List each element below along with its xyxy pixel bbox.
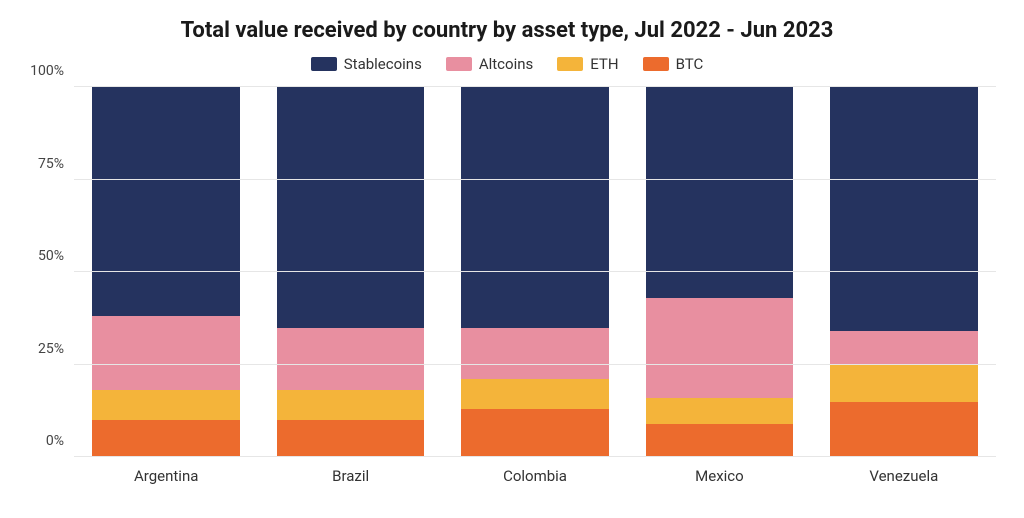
grid-line	[74, 271, 996, 272]
x-axis-label: Brazil	[258, 457, 442, 485]
x-axis-label: Venezuela	[812, 457, 996, 485]
bar-segment-stablecoins	[646, 87, 794, 298]
y-tick-label: 50%	[38, 248, 64, 264]
bar	[92, 87, 240, 457]
bar-segment-altcoins	[830, 331, 978, 364]
bar-group	[443, 87, 627, 457]
bar-segment-eth	[92, 390, 240, 420]
bar-segment-altcoins	[646, 298, 794, 398]
bar-group	[74, 87, 258, 457]
bar-group	[812, 87, 996, 457]
bar	[830, 87, 978, 457]
legend-swatch-altcoins	[446, 57, 472, 71]
legend-label: ETH	[590, 55, 618, 73]
bar-segment-eth	[461, 379, 609, 409]
chart-container: Total value received by country by asset…	[0, 0, 1024, 518]
x-axis-labels: ArgentinaBrazilColombiaMexicoVenezuela	[74, 457, 996, 485]
bar-segment-btc	[461, 409, 609, 457]
legend-item-eth: ETH	[557, 55, 618, 73]
y-tick-label: 100%	[30, 63, 64, 79]
y-axis: 0%25%50%75%100%	[18, 87, 74, 457]
bar-group	[258, 87, 442, 457]
plot-area: 0%25%50%75%100%	[18, 87, 996, 457]
legend-label: BTC	[676, 55, 704, 73]
bar-segment-stablecoins	[830, 87, 978, 331]
legend-item-btc: BTC	[643, 55, 704, 73]
grid-line	[74, 364, 996, 365]
x-axis-label: Mexico	[627, 457, 811, 485]
bar	[461, 87, 609, 457]
bar-segment-eth	[277, 390, 425, 420]
bar	[646, 87, 794, 457]
y-tick-label: 0%	[46, 433, 64, 449]
legend-item-altcoins: Altcoins	[446, 55, 533, 73]
legend-swatch-btc	[643, 57, 669, 71]
grid-line	[74, 456, 996, 457]
bars-row	[74, 87, 996, 457]
legend-swatch-stablecoins	[311, 57, 337, 71]
legend-label: Stablecoins	[344, 55, 422, 73]
bar-segment-altcoins	[277, 328, 425, 391]
x-axis-label: Argentina	[74, 457, 258, 485]
legend: Stablecoins Altcoins ETH BTC	[18, 55, 996, 73]
bar-segment-btc	[92, 420, 240, 457]
grid-line	[74, 179, 996, 180]
legend-label: Altcoins	[479, 55, 533, 73]
bar-segment-altcoins	[92, 316, 240, 390]
bar-segment-eth	[830, 365, 978, 402]
y-tick-label: 25%	[38, 341, 64, 357]
plot-grid	[74, 87, 996, 457]
bar	[277, 87, 425, 457]
bar-segment-stablecoins	[277, 87, 425, 328]
bar-segment-stablecoins	[92, 87, 240, 316]
y-tick-label: 75%	[38, 156, 64, 172]
bar-segment-btc	[646, 424, 794, 457]
x-axis-label: Colombia	[443, 457, 627, 485]
bar-segment-eth	[646, 398, 794, 424]
bar-group	[627, 87, 811, 457]
grid-line	[74, 86, 996, 87]
chart-title: Total value received by country by asset…	[18, 18, 996, 43]
bar-segment-btc	[830, 402, 978, 458]
legend-swatch-eth	[557, 57, 583, 71]
legend-item-stablecoins: Stablecoins	[311, 55, 422, 73]
bar-segment-btc	[277, 420, 425, 457]
bar-segment-stablecoins	[461, 87, 609, 328]
bar-segment-altcoins	[461, 328, 609, 380]
